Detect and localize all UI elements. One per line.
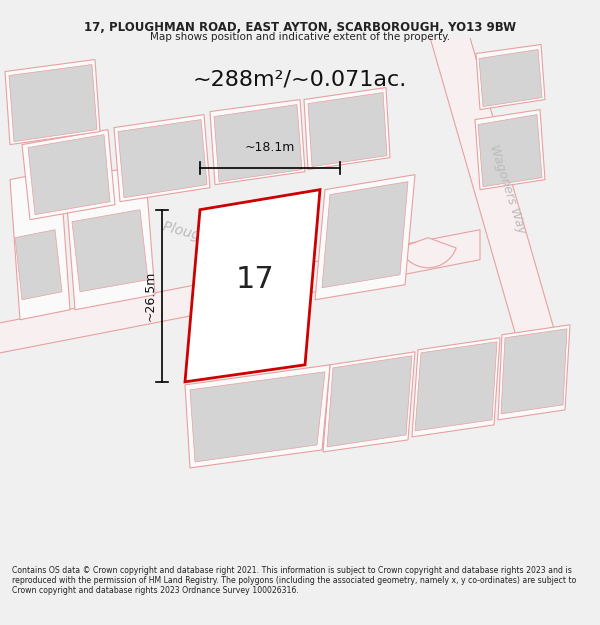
Polygon shape [412, 338, 500, 437]
Text: Contains OS data © Crown copyright and database right 2021. This information is : Contains OS data © Crown copyright and d… [12, 566, 576, 596]
Polygon shape [304, 88, 390, 169]
Polygon shape [190, 372, 325, 462]
Polygon shape [22, 129, 115, 219]
Polygon shape [118, 119, 207, 198]
Polygon shape [415, 342, 497, 431]
Polygon shape [114, 114, 210, 202]
Polygon shape [475, 109, 545, 189]
Polygon shape [5, 59, 100, 144]
Wedge shape [400, 238, 456, 268]
Text: ~26.5m: ~26.5m [143, 271, 157, 321]
Text: 17: 17 [236, 265, 274, 294]
Polygon shape [9, 64, 97, 142]
Polygon shape [498, 325, 570, 420]
Polygon shape [72, 209, 148, 292]
Polygon shape [28, 134, 110, 214]
Polygon shape [308, 92, 387, 167]
Text: ~288m²/~0.071ac.: ~288m²/~0.071ac. [193, 69, 407, 89]
Polygon shape [185, 189, 320, 382]
Polygon shape [214, 104, 302, 182]
Polygon shape [478, 114, 542, 187]
Polygon shape [479, 49, 542, 107]
Polygon shape [10, 169, 70, 320]
Polygon shape [322, 182, 408, 288]
Text: Ploughman Road: Ploughman Road [161, 220, 278, 264]
Text: Map shows position and indicative extent of the property.: Map shows position and indicative extent… [150, 32, 450, 43]
Polygon shape [185, 365, 330, 468]
Polygon shape [323, 352, 415, 452]
Text: 17, PLOUGHMAN ROAD, EAST AYTON, SCARBOROUGH, YO13 9BW: 17, PLOUGHMAN ROAD, EAST AYTON, SCARBORO… [84, 21, 516, 34]
Polygon shape [65, 164, 155, 310]
Polygon shape [315, 174, 415, 300]
Text: ~18.1m: ~18.1m [245, 141, 295, 154]
Polygon shape [0, 229, 480, 355]
Polygon shape [501, 329, 567, 414]
Polygon shape [15, 229, 62, 300]
Polygon shape [210, 99, 305, 184]
Polygon shape [430, 38, 560, 350]
Text: Wagoners Way: Wagoners Way [487, 144, 529, 236]
Polygon shape [327, 356, 412, 447]
Polygon shape [476, 44, 545, 109]
